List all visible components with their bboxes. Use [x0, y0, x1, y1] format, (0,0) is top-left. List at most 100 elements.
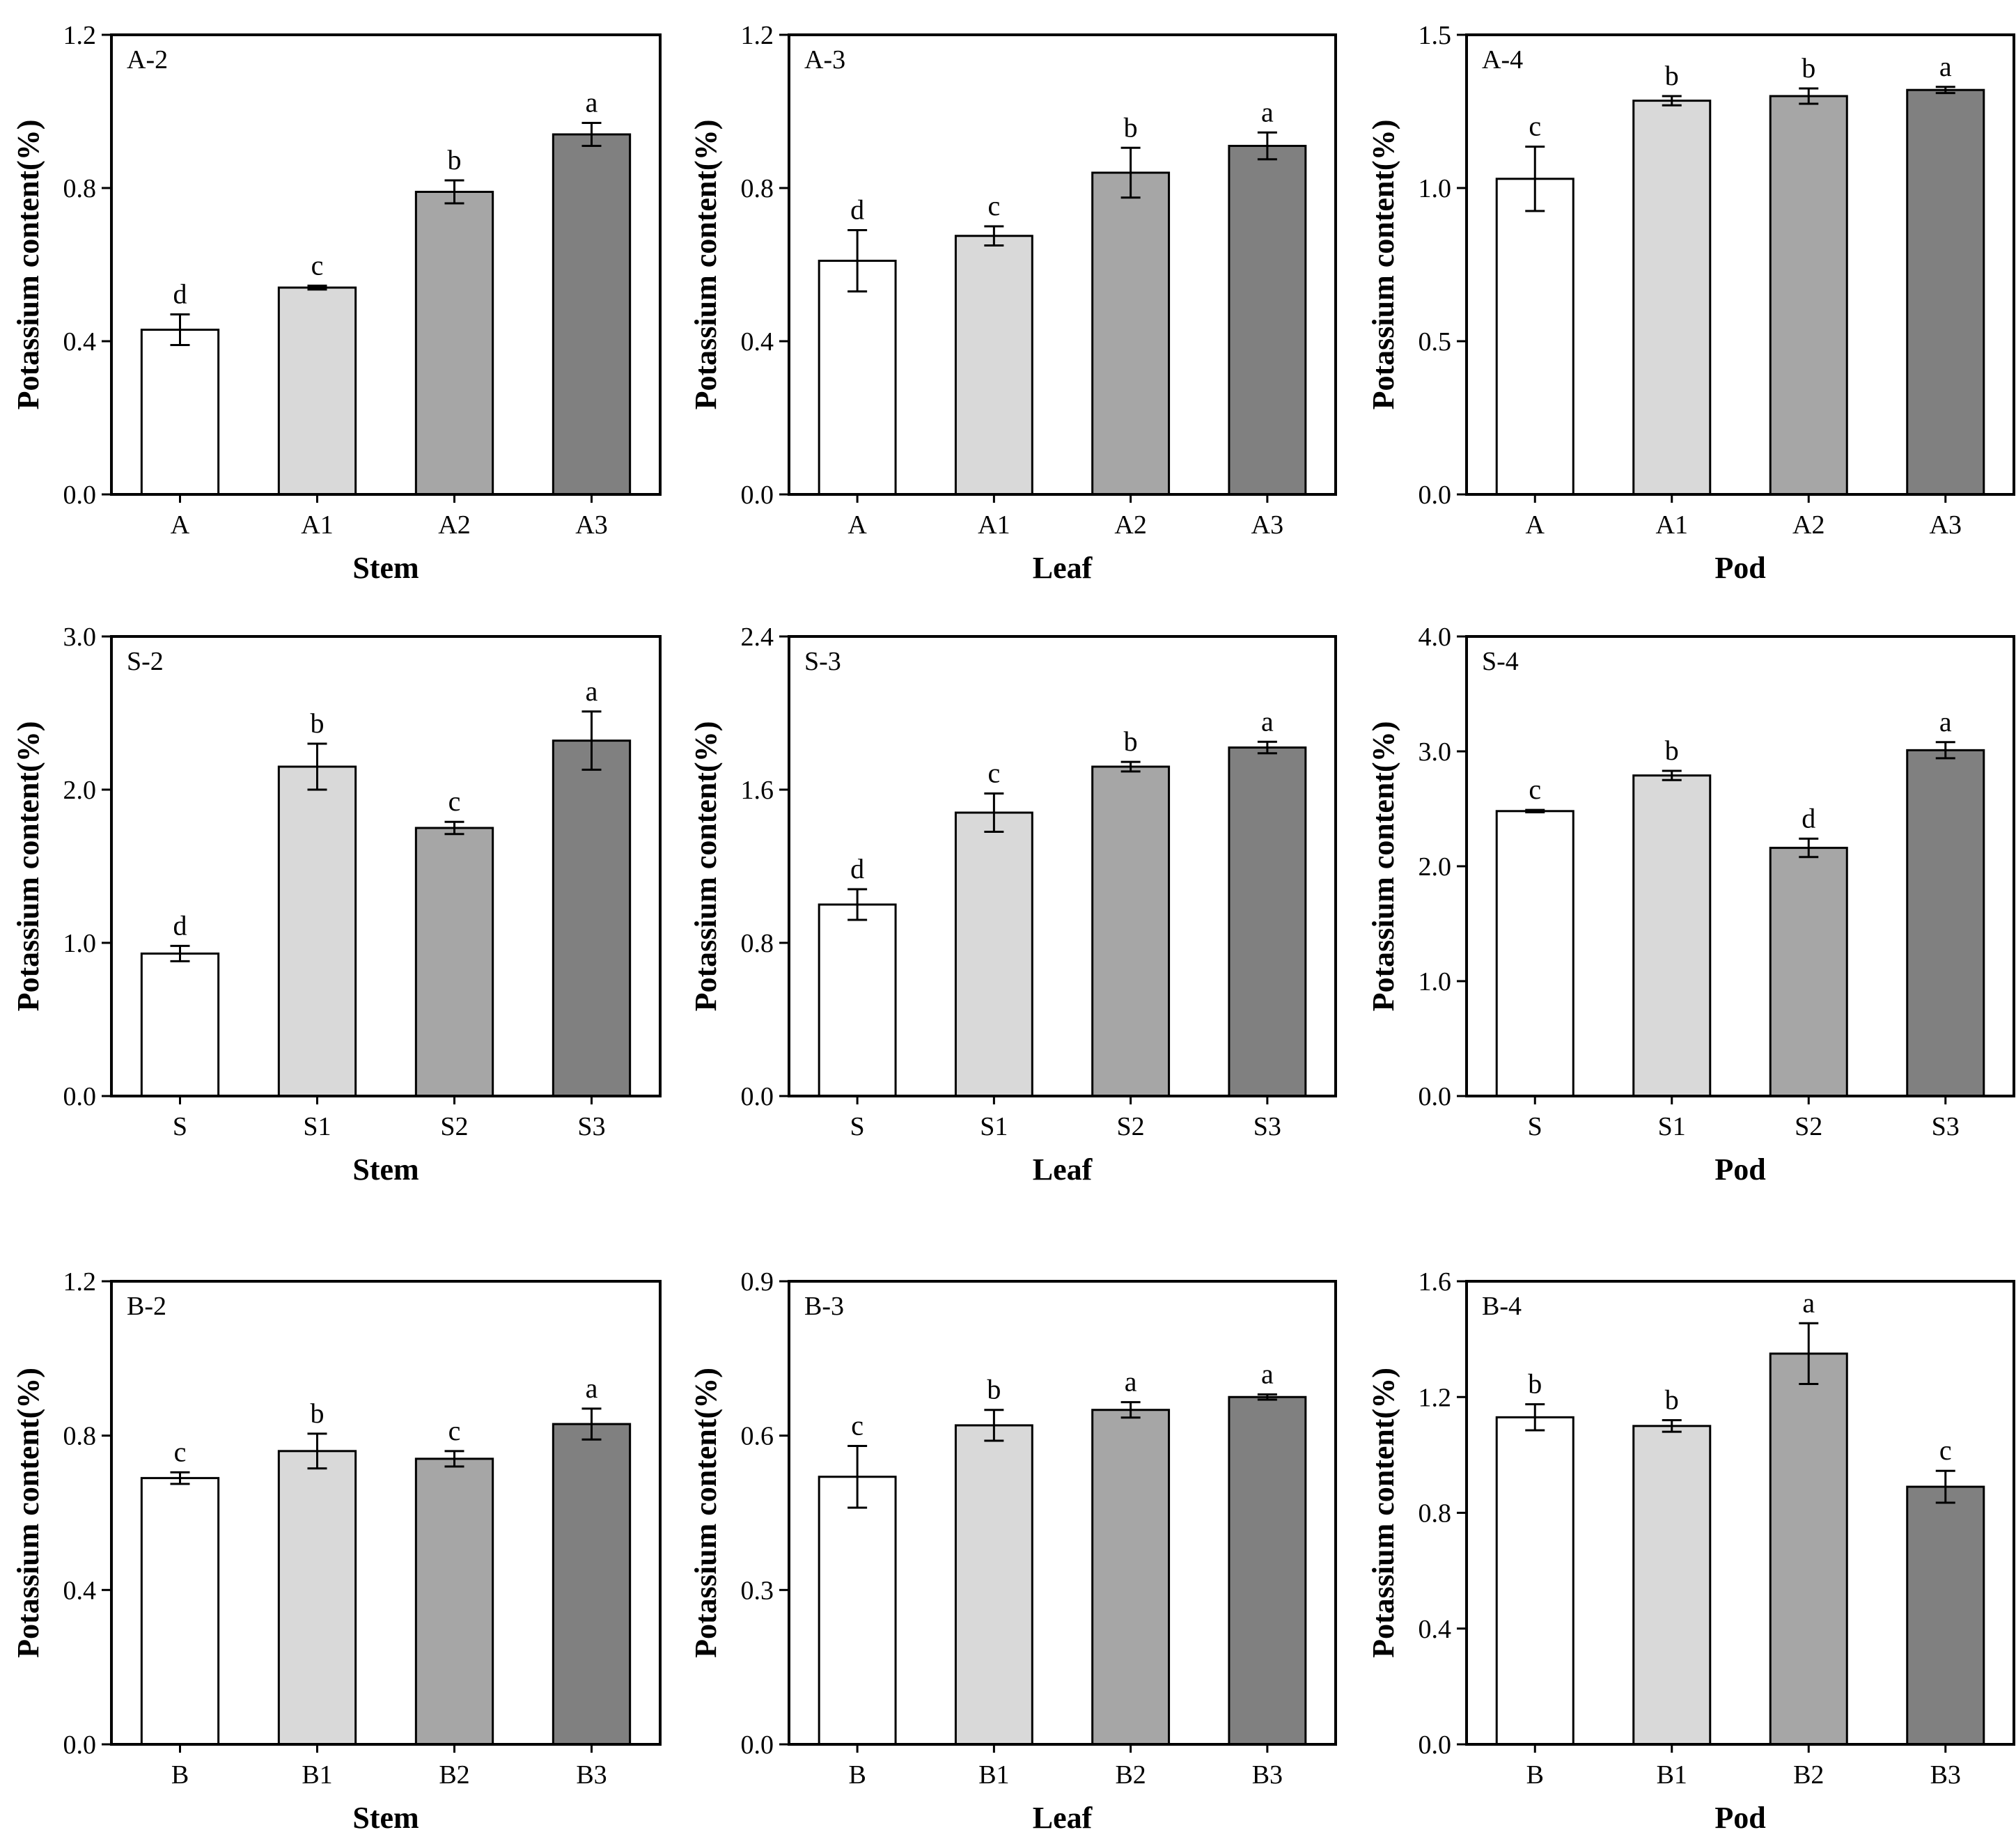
- panel-label: S-3: [804, 647, 841, 676]
- x-axis-label: Pod: [1714, 1152, 1765, 1187]
- plot-frame: [788, 1280, 1337, 1746]
- y-tick-label: 1.0: [63, 929, 97, 958]
- y-tick-label: 1.6: [741, 776, 774, 805]
- y-tick-label: 0.0: [1419, 1082, 1452, 1111]
- x-axis-label: Stem: [352, 551, 419, 585]
- bar: [1769, 1352, 1848, 1746]
- bar: [1495, 1416, 1574, 1746]
- panel-label: B-3: [804, 1292, 844, 1321]
- x-tick-label: S1: [1658, 1112, 1686, 1141]
- x-tick-label: B1: [978, 1760, 1009, 1790]
- y-tick-label: 0.0: [63, 1730, 97, 1760]
- bar: [277, 765, 357, 1097]
- significance-letter: c: [851, 1409, 864, 1441]
- significance-letter: d: [173, 279, 187, 310]
- x-tick-label: A: [1526, 510, 1545, 540]
- x-tick-label: A3: [575, 510, 607, 540]
- bar: [1091, 765, 1171, 1097]
- panel-label: A-2: [127, 45, 168, 75]
- significance-letter: b: [1802, 52, 1815, 84]
- panel-label: B-4: [1482, 1292, 1522, 1321]
- y-axis-label: Potassium content(%): [689, 120, 723, 410]
- significance-letter: b: [1124, 111, 1138, 143]
- x-tick-label: A3: [1251, 510, 1283, 540]
- panel-s-4: 0.0 1.0 2.0 3.0 4.0 c Sb S1 d S2 a S3 S-4 Pod Potassiu…: [1366, 623, 2015, 1187]
- panel-label: A-4: [1482, 45, 1523, 75]
- y-tick-label: 1.2: [63, 21, 97, 50]
- y-axis-label: Potassium content(%): [11, 1368, 45, 1658]
- significance-letter: c: [448, 785, 461, 817]
- bar: [552, 740, 632, 1097]
- y-tick-label: 2.0: [1419, 852, 1452, 882]
- significance-letter: a: [586, 675, 598, 707]
- significance-letter: c: [174, 1436, 187, 1467]
- significance-letter: b: [448, 144, 462, 175]
- x-axis-label: Stem: [352, 1152, 419, 1187]
- x-tick-label: B3: [576, 1760, 607, 1790]
- x-tick-label: S3: [577, 1112, 605, 1141]
- significance-letter: d: [1802, 802, 1815, 834]
- bar: [1495, 178, 1574, 496]
- bar: [818, 903, 897, 1097]
- plot-frame: [110, 635, 662, 1097]
- x-tick-label: S: [850, 1112, 865, 1141]
- panel-a-2: 0.0 0.4 0.8 1.2 d Ac A1 b A2 a A3 A-2 Stem Potassium …: [11, 21, 662, 585]
- significance-letter: b: [987, 1374, 1001, 1405]
- significance-letter: d: [850, 853, 864, 884]
- y-tick-label: 0.0: [63, 480, 97, 510]
- panel-b-2: 0.0 0.4 0.8 1.2 c Bb B1 c B2 a B3 B-2 Stem Potassium …: [11, 1267, 662, 1835]
- x-tick-label: A2: [1114, 510, 1146, 540]
- x-tick-label: B3: [1252, 1760, 1283, 1790]
- bar: [1906, 88, 1985, 496]
- panel-a-3: 0.0 0.4 0.8 1.2 d Ac A1 b A2 a A3 A-3 Leaf Potassium …: [689, 21, 1337, 585]
- significance-letter: c: [987, 758, 1000, 789]
- y-tick-label: 1.5: [1419, 21, 1452, 50]
- bar: [1906, 749, 1985, 1097]
- significance-letter: a: [1802, 1287, 1815, 1318]
- bar: [1091, 1409, 1171, 1746]
- bar: [1769, 95, 1848, 496]
- x-tick-label: B1: [302, 1760, 332, 1790]
- y-tick-label: 0.4: [1419, 1615, 1452, 1644]
- y-tick-label: 1.2: [1419, 1383, 1452, 1412]
- y-tick-label: 0.3: [741, 1576, 774, 1605]
- y-tick-label: 0.0: [63, 1082, 97, 1111]
- x-tick-label: S2: [1795, 1112, 1822, 1141]
- panel-s-2: 0.0 1.0 2.0 3.0 d Sb S1 c S2 a S3 S-2 Stem Potassium …: [11, 623, 662, 1187]
- y-tick-label: 0.0: [1419, 1730, 1452, 1760]
- y-tick-label: 2.0: [63, 776, 97, 805]
- bar: [414, 191, 494, 496]
- x-tick-label: S3: [1932, 1112, 1960, 1141]
- plot-frame: [110, 1280, 662, 1746]
- significance-letter: b: [1528, 1368, 1542, 1400]
- y-tick-label: 1.2: [741, 21, 774, 50]
- y-tick-label: 0.8: [1419, 1499, 1452, 1528]
- y-tick-label: 0.0: [741, 1730, 774, 1760]
- bar: [1632, 100, 1712, 496]
- x-tick-label: S2: [1117, 1112, 1145, 1141]
- bar: [1632, 1425, 1712, 1746]
- x-tick-label: S2: [440, 1112, 468, 1141]
- x-axis-label: Leaf: [1033, 1152, 1093, 1187]
- y-axis-label: Potassium content(%): [1366, 1368, 1400, 1658]
- significance-letter: d: [173, 909, 187, 941]
- bar: [140, 329, 220, 496]
- bar: [552, 133, 632, 496]
- y-tick-label: 0.0: [741, 480, 774, 510]
- plot-frame: [110, 33, 662, 496]
- y-axis-label: Potassium content(%): [1366, 120, 1400, 410]
- panel-label: A-3: [804, 45, 845, 75]
- plot-frame: [788, 33, 1337, 496]
- y-tick-label: 0.5: [1419, 327, 1452, 357]
- significance-letter: b: [1665, 1384, 1679, 1416]
- bar: [1228, 145, 1307, 496]
- significance-letter: b: [1665, 60, 1679, 91]
- panel-s-3: 0.0 0.8 1.6 2.4 d Sc S1 b S2 a S3 S-3 Leaf Potassium …: [689, 623, 1337, 1187]
- x-tick-label: B2: [1793, 1760, 1824, 1790]
- panel-label: B-2: [127, 1292, 166, 1321]
- bar: [140, 952, 220, 1097]
- x-tick-label: A1: [301, 510, 333, 540]
- y-axis-label: Potassium content(%): [11, 120, 45, 410]
- y-tick-label: 0.8: [63, 174, 97, 203]
- x-tick-label: A2: [438, 510, 470, 540]
